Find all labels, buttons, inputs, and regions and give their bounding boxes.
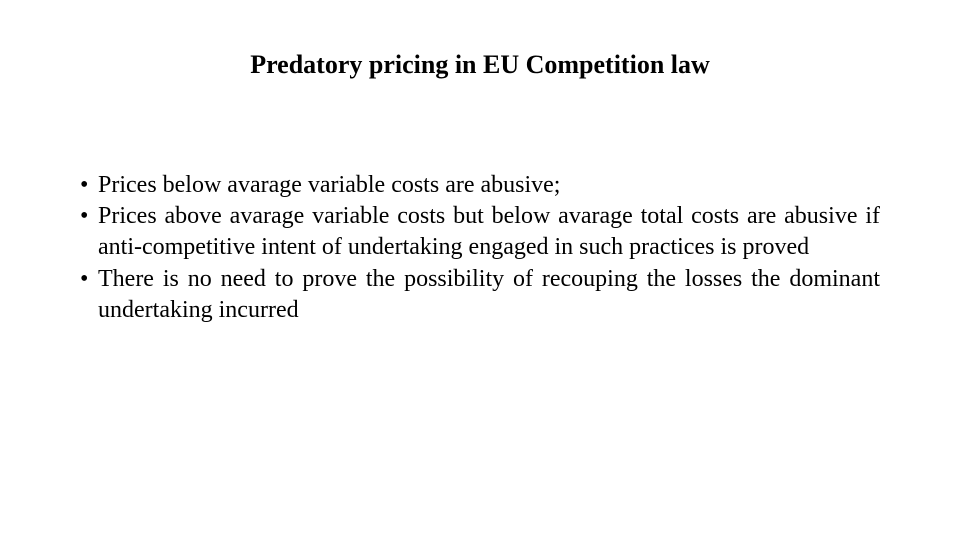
bullet-text: Prices above avarage variable costs but … — [98, 201, 880, 263]
bullet-icon: • — [80, 201, 98, 232]
bullet-icon: • — [80, 264, 98, 295]
bullet-text: There is no need to prove the possibilit… — [98, 264, 880, 326]
bullet-text: Prices below avarage variable costs are … — [98, 170, 880, 201]
slide-title: Predatory pricing in EU Competition law — [80, 50, 880, 80]
bullet-icon: • — [80, 170, 98, 201]
list-item: • There is no need to prove the possibil… — [80, 264, 880, 326]
bullet-list: • Prices below avarage variable costs ar… — [80, 170, 880, 326]
list-item: • Prices below avarage variable costs ar… — [80, 170, 880, 201]
slide: Predatory pricing in EU Competition law … — [0, 0, 960, 540]
list-item: • Prices above avarage variable costs bu… — [80, 201, 880, 263]
